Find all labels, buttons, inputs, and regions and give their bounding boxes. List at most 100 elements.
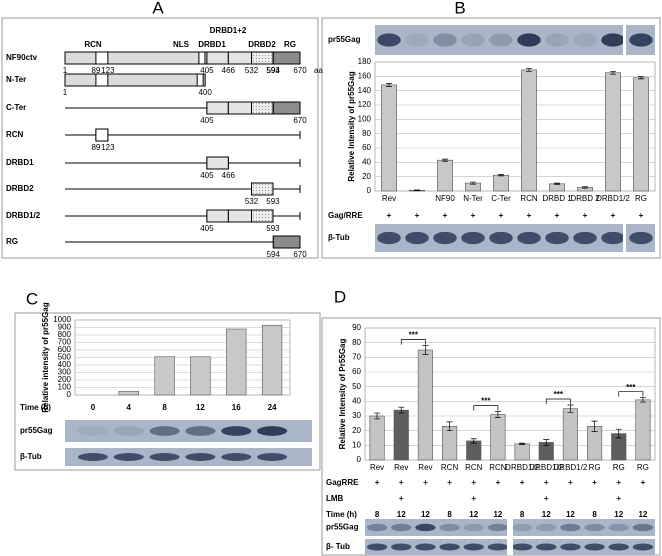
error-bar [591, 420, 598, 432]
y-tick-label: 500 [58, 353, 72, 362]
blot-band [391, 523, 412, 532]
y-tick-label: 80 [362, 129, 371, 138]
domain-box [95, 128, 109, 142]
row-value: + [616, 494, 621, 503]
y-tick-label: 0 [367, 186, 372, 195]
bar [562, 408, 578, 461]
blot-band [584, 543, 605, 551]
blot-band [439, 523, 460, 532]
x-axis-label: Time (h) [20, 403, 51, 412]
error-bar [526, 68, 532, 72]
residue-number: 532 [245, 66, 259, 75]
bar [635, 399, 651, 461]
residue-number: 123 [101, 143, 115, 152]
blot-band [463, 523, 484, 532]
row-value: 12 [493, 510, 502, 519]
bar [369, 415, 385, 461]
y-tick-label: 140 [358, 86, 372, 95]
y-tick-label: 60 [352, 367, 361, 376]
construct-box [64, 73, 206, 87]
domain-box [251, 209, 274, 223]
x-tick-label: RCN [465, 463, 483, 472]
row-label: Time (h) [326, 510, 357, 519]
row-value: + [399, 478, 404, 487]
x-tick-label: DRBD1/2 [505, 463, 539, 472]
blot-band [257, 426, 288, 436]
blot-gap [623, 224, 626, 252]
y-tick-label: 60 [362, 143, 371, 152]
nls-box [196, 73, 204, 87]
domain-box [272, 235, 301, 249]
blot-band [511, 523, 533, 532]
x-tick-label: DRBD 2 [570, 194, 600, 203]
blot-band [489, 231, 513, 245]
blot-band [573, 231, 597, 245]
residue-number: 670 [293, 250, 307, 259]
y-tick-label: 0 [67, 390, 72, 399]
domain-box [227, 101, 253, 115]
x-tick-label: Rev [418, 463, 432, 472]
residue-number: 593 [266, 224, 280, 233]
row-value: 12 [638, 510, 647, 519]
x-tick-label: 12 [196, 403, 205, 412]
error-bar [638, 76, 644, 80]
domain-box [272, 51, 301, 65]
y-tick-label: 50 [352, 382, 361, 391]
row-value: + [555, 211, 560, 220]
error-bar [567, 404, 574, 413]
row-value: + [499, 211, 504, 220]
blot-band [573, 33, 597, 47]
bar [548, 183, 565, 192]
residue-number: 532 [245, 197, 259, 206]
y-tick-label: 80 [352, 338, 361, 347]
y-axis-label: Relative intensity of pr55Gag [41, 302, 50, 412]
x-tick-label: Rev [382, 194, 396, 203]
blot-label: β-Tub [328, 233, 350, 242]
domain-label: NLS [173, 40, 190, 49]
blot-band [113, 453, 144, 461]
x-tick-label: NF90 [435, 194, 455, 203]
blot-band [629, 231, 653, 245]
residue-number: 593 [266, 197, 280, 206]
significance-label: *** [481, 397, 491, 406]
bar [442, 425, 458, 461]
blot-gap [507, 519, 513, 536]
y-tick-label: 100 [58, 383, 72, 392]
residue-number: 1 [63, 88, 68, 97]
y-tick-label: 200 [58, 375, 72, 384]
blot-band [608, 523, 629, 532]
bar [466, 440, 482, 461]
construct-name: DRBD1/2 [6, 211, 41, 220]
blot-band [487, 523, 509, 532]
significance-label: *** [626, 383, 636, 392]
residue-number: 405 [200, 224, 214, 233]
blot-band [113, 426, 144, 436]
domain-header: DRBD1+2 [210, 26, 247, 35]
y-axis-label: Relative Intensity of pr55Gag [347, 71, 356, 181]
blot-band [77, 453, 108, 461]
residue-number: 89 [91, 66, 100, 75]
error-bar [386, 83, 392, 87]
x-tick-label: 24 [268, 403, 277, 412]
blot-band [545, 33, 569, 47]
bar [492, 174, 509, 192]
row-value: 8 [375, 510, 380, 519]
blot-band [545, 231, 569, 245]
residue-number: 405 [200, 171, 214, 180]
construct-name: DRBD1 [6, 158, 34, 167]
error-bar [494, 411, 501, 418]
blot-band [511, 543, 533, 551]
error-bar [442, 158, 448, 162]
residue-number: 593 [266, 66, 280, 75]
blot-band [149, 426, 180, 436]
domain-label: RG [284, 40, 296, 49]
row-value: 12 [469, 510, 478, 519]
blot-band [185, 453, 216, 461]
y-tick-label: 700 [58, 338, 72, 347]
panel-b-frame [321, 17, 661, 259]
error-bar [414, 189, 420, 191]
significance-bracket [473, 405, 499, 411]
blot-band [601, 231, 625, 245]
